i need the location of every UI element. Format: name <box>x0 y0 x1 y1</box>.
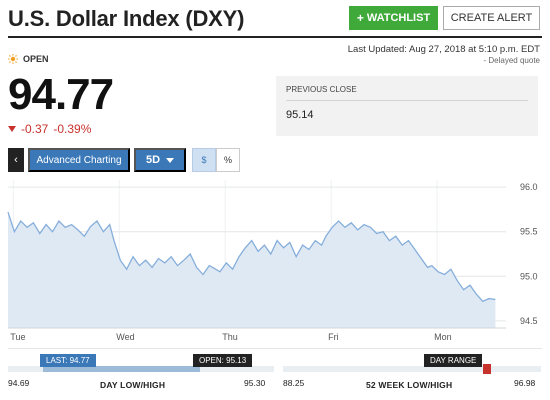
header-divider <box>8 36 542 38</box>
range-select[interactable]: 5D <box>134 148 186 172</box>
range-label: 5D <box>145 154 161 166</box>
x-tick-label: Fri <box>328 332 339 342</box>
week52-high: 96.98 <box>514 378 536 388</box>
week52-low: 88.25 <box>283 378 305 388</box>
x-tick-label: Mon <box>434 332 452 342</box>
price-line <box>7 211 496 303</box>
percent-toggle[interactable]: % <box>216 148 240 172</box>
down-arrow-icon <box>8 126 16 132</box>
x-tick-label: Wed <box>116 332 134 342</box>
market-status: OPEN <box>23 54 49 64</box>
previous-close-label: PREVIOUS CLOSE <box>286 85 357 94</box>
plus-icon: + <box>356 11 364 25</box>
day-range-fill <box>42 366 200 372</box>
day-range-flag: DAY RANGE <box>424 354 483 367</box>
create-alert-button[interactable]: CREATE ALERT <box>443 6 540 30</box>
last-price: 94.77 <box>8 70 114 119</box>
y-tick-label: 95.5 <box>520 227 538 237</box>
watchlist-button[interactable]: + WATCHLIST <box>349 6 438 30</box>
divider <box>286 100 528 101</box>
advanced-charting-button[interactable]: Advanced Charting <box>28 148 130 172</box>
price-change: -0.37 -0.39% <box>8 122 91 136</box>
previous-close-panel: PREVIOUS CLOSE 95.14 <box>276 76 538 136</box>
day-range-title: DAY LOW/HIGH <box>100 380 166 390</box>
change-percent: -0.39% <box>53 122 92 136</box>
price-area <box>8 212 496 328</box>
price-chart[interactable]: 96.0 95.5 95.0 94.5 Tue Wed Thu Fri Mon <box>0 176 550 346</box>
delayed-note: - Delayed quote <box>483 56 540 65</box>
day-high: 95.30 <box>244 378 266 388</box>
change-value: -0.37 <box>21 122 49 136</box>
divider <box>8 348 542 349</box>
chevron-down-icon <box>166 157 175 163</box>
last-flag: LAST: 94.77 <box>40 354 96 367</box>
x-tick-label: Tue <box>10 332 25 342</box>
week52-range-track <box>283 366 541 372</box>
watchlist-label: WATCHLIST <box>366 12 431 24</box>
week52-marker <box>483 364 491 374</box>
last-updated: Last Updated: Aug 27, 2018 at 5:10 p.m. … <box>347 44 540 55</box>
sun-icon <box>8 54 18 64</box>
open-flag: OPEN: 95.13 <box>193 354 253 367</box>
previous-close-value: 95.14 <box>286 109 314 121</box>
chevron-left-icon[interactable]: ‹ <box>8 148 24 172</box>
page-title: U.S. Dollar Index (DXY) <box>8 6 245 31</box>
dollar-toggle[interactable]: $ <box>192 148 216 172</box>
y-tick-label: 95.0 <box>520 271 538 281</box>
week52-range-title: 52 WEEK LOW/HIGH <box>366 380 453 390</box>
y-tick-label: 94.5 <box>520 316 538 326</box>
x-tick-label: Thu <box>222 332 238 342</box>
y-tick-label: 96.0 <box>520 182 538 192</box>
day-low: 94.69 <box>8 378 30 388</box>
